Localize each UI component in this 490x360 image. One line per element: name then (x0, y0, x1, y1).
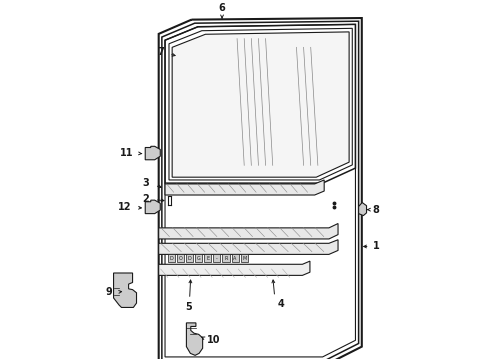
Text: -: - (216, 256, 218, 261)
Polygon shape (159, 224, 338, 239)
Text: 5: 5 (185, 302, 192, 311)
Polygon shape (159, 261, 310, 275)
Text: 11: 11 (120, 148, 133, 158)
Text: D: D (188, 256, 192, 261)
FancyBboxPatch shape (222, 255, 229, 262)
Text: M: M (242, 256, 246, 261)
Polygon shape (172, 32, 349, 177)
Text: 8: 8 (372, 204, 379, 215)
FancyBboxPatch shape (195, 255, 202, 262)
Text: 3: 3 (143, 178, 149, 188)
Polygon shape (359, 203, 367, 216)
Text: G: G (197, 256, 200, 261)
Text: O: O (178, 256, 182, 261)
FancyBboxPatch shape (204, 255, 211, 262)
FancyBboxPatch shape (241, 255, 248, 262)
Text: D: D (170, 256, 173, 261)
Text: 12: 12 (118, 202, 131, 212)
Text: A: A (233, 256, 237, 261)
Text: 7: 7 (157, 48, 164, 58)
FancyBboxPatch shape (232, 255, 239, 262)
FancyBboxPatch shape (213, 255, 220, 262)
FancyBboxPatch shape (168, 255, 175, 262)
Text: 10: 10 (207, 335, 220, 345)
Polygon shape (159, 240, 338, 255)
Text: 4: 4 (277, 299, 284, 309)
Polygon shape (186, 323, 203, 355)
Polygon shape (145, 200, 160, 213)
Polygon shape (165, 180, 324, 195)
Text: 6: 6 (219, 3, 225, 13)
Text: R: R (224, 256, 228, 261)
Text: 2: 2 (143, 194, 149, 203)
Text: E: E (206, 256, 209, 261)
Text: 1: 1 (372, 242, 379, 252)
Text: 9: 9 (106, 287, 112, 297)
FancyBboxPatch shape (186, 255, 193, 262)
Polygon shape (114, 273, 137, 307)
Polygon shape (145, 146, 160, 160)
FancyBboxPatch shape (177, 255, 184, 262)
